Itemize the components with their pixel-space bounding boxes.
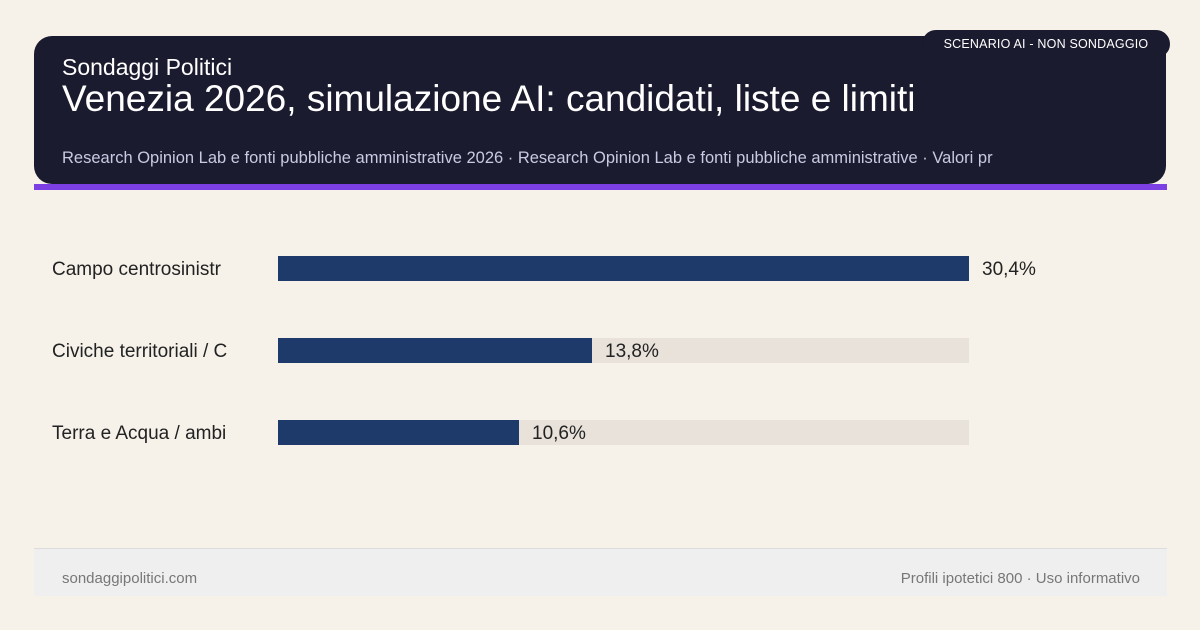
bar-category-label: Campo centrosinistr <box>52 259 221 280</box>
footer-note: Profili ipotetici 800 · Uso informativo <box>900 570 1140 587</box>
bar-value-label: 13,8% <box>605 341 659 362</box>
scenario-badge: SCENARIO AI - NON SONDAGGIO <box>922 30 1170 58</box>
header-banner: Sondaggi Politici Venezia 2026, simulazi… <box>34 36 1166 184</box>
bar-category-label: Civiche territoriali / C <box>52 341 228 362</box>
bar-track <box>278 420 969 445</box>
bar-value-label: 30,4% <box>982 259 1036 280</box>
bar <box>278 338 592 363</box>
footer-site-link[interactable]: sondaggipolitici.com <box>62 570 198 587</box>
page-title: Venezia 2026, simulazione AI: candidati,… <box>62 78 916 119</box>
header-accent-line <box>34 184 1167 190</box>
brand-name: Sondaggi Politici <box>62 54 233 80</box>
bar-track <box>278 256 969 281</box>
bar-track <box>278 338 969 363</box>
bar-category-label: Terra e Acqua / ambi <box>52 423 227 444</box>
bar-value-label: 10,6% <box>532 423 586 444</box>
bar <box>278 420 519 445</box>
bar <box>278 256 969 281</box>
footer: sondaggipolitici.com Profili ipotetici 8… <box>34 548 1167 596</box>
source-note: Research Opinion Lab e fonti pubbliche a… <box>62 149 993 167</box>
